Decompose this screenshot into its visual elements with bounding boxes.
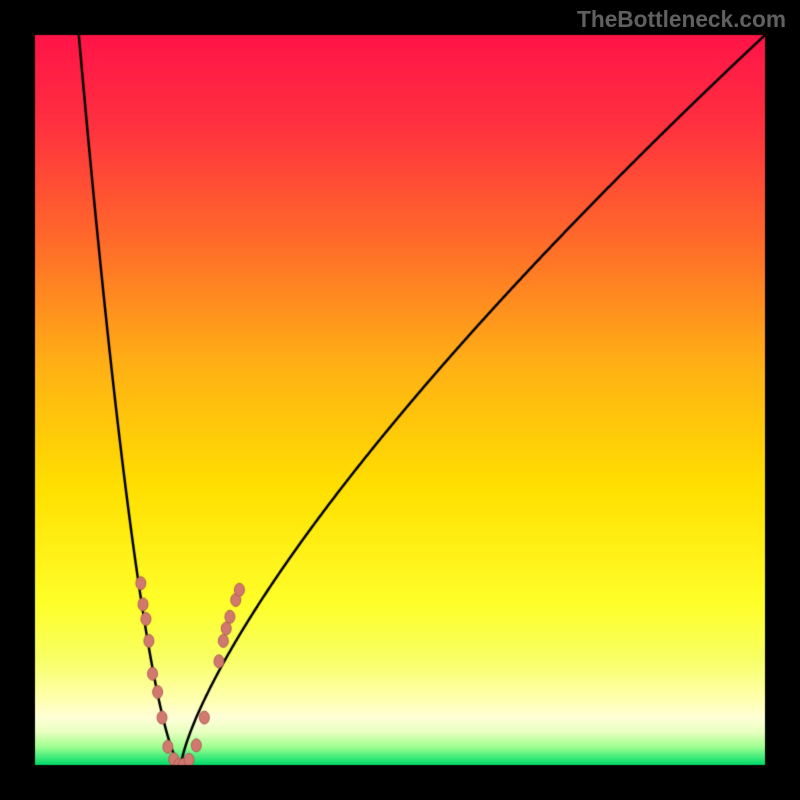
- watermark-text: TheBottleneck.com: [577, 6, 786, 33]
- chart-root: TheBottleneck.com Intel Core i5-8300H NV…: [0, 0, 800, 800]
- bottleneck-curve-plot: [0, 0, 800, 800]
